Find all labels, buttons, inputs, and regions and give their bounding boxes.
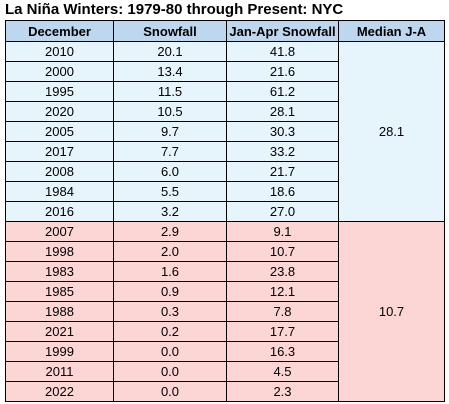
column-header-snowfall: Snowfall bbox=[113, 20, 227, 42]
table-row: 2017 7.7 33.2 bbox=[5, 141, 445, 162]
table-row: 2008 6.0 21.7 bbox=[5, 161, 445, 182]
year-cell: 1985 bbox=[5, 281, 114, 302]
jan-apr-snowfall-cell: 16.3 bbox=[226, 341, 339, 362]
snowfall-cell: 9.7 bbox=[113, 121, 227, 142]
year-cell: 2021 bbox=[5, 321, 114, 342]
snowfall-cell: 3.2 bbox=[113, 201, 227, 222]
jan-apr-snowfall-cell: 12.1 bbox=[226, 281, 339, 302]
year-cell: 2011 bbox=[5, 361, 114, 382]
snowfall-cell: 2.9 bbox=[113, 221, 227, 242]
table-row: 1999 0.0 16.3 bbox=[5, 341, 445, 362]
snowfall-cell: 7.7 bbox=[113, 141, 227, 162]
table-row: 1995 11.5 61.2 bbox=[5, 81, 445, 102]
snowfall-cell: 1.6 bbox=[113, 261, 227, 282]
year-cell: 1999 bbox=[5, 341, 114, 362]
jan-apr-snowfall-cell: 9.1 bbox=[226, 221, 339, 242]
table-row: 2021 0.2 17.7 bbox=[5, 321, 445, 342]
snowfall-cell: 0.0 bbox=[113, 361, 227, 382]
table-row: 2011 0.0 4.5 bbox=[5, 361, 445, 382]
jan-apr-snowfall-cell: 28.1 bbox=[226, 101, 339, 122]
jan-apr-snowfall-cell: 18.6 bbox=[226, 181, 339, 202]
table-header-row: December Snowfall Jan-Apr Snowfall Media… bbox=[5, 20, 445, 42]
snowfall-cell: 6.0 bbox=[113, 161, 227, 182]
table-row: 2010 20.1 41.8 28.1 bbox=[5, 41, 445, 222]
column-header-december: December bbox=[5, 20, 114, 42]
year-cell: 2007 bbox=[5, 221, 114, 242]
jan-apr-snowfall-cell: 23.8 bbox=[226, 261, 339, 282]
snowfall-cell: 2.0 bbox=[113, 241, 227, 262]
snowfall-table: December Snowfall Jan-Apr Snowfall Media… bbox=[5, 20, 445, 402]
table-row: 2007 2.9 9.1 10.7 bbox=[5, 221, 445, 402]
year-cell: 1998 bbox=[5, 241, 114, 262]
snowfall-cell: 0.0 bbox=[113, 381, 227, 402]
year-cell: 2010 bbox=[5, 41, 114, 62]
jan-apr-snowfall-cell: 4.5 bbox=[226, 361, 339, 382]
year-cell: 1995 bbox=[5, 81, 114, 102]
snowfall-cell: 5.5 bbox=[113, 181, 227, 202]
snowfall-cell: 11.5 bbox=[113, 81, 227, 102]
snowfall-cell: 0.0 bbox=[113, 341, 227, 362]
year-cell: 2020 bbox=[5, 101, 114, 122]
jan-apr-snowfall-cell: 61.2 bbox=[226, 81, 339, 102]
snowfall-cell: 20.1 bbox=[113, 41, 227, 62]
jan-apr-snowfall-cell: 17.7 bbox=[226, 321, 339, 342]
jan-apr-snowfall-cell: 41.8 bbox=[226, 41, 339, 62]
table-row: 2022 0.0 2.3 bbox=[5, 381, 445, 402]
jan-apr-snowfall-cell: 2.3 bbox=[226, 381, 339, 402]
column-header-jan-apr-snowfall: Jan-Apr Snowfall bbox=[226, 20, 339, 42]
year-cell: 2016 bbox=[5, 201, 114, 222]
table-row: 1984 5.5 18.6 bbox=[5, 181, 445, 202]
median-cell: 10.7 bbox=[338, 221, 445, 402]
year-cell: 2000 bbox=[5, 61, 114, 82]
year-cell: 2022 bbox=[5, 381, 114, 402]
table-row: 1983 1.6 23.8 bbox=[5, 261, 445, 282]
table-row: 2005 9.7 30.3 bbox=[5, 121, 445, 142]
page-title: La Niña Winters: 1979-80 through Present… bbox=[5, 1, 344, 18]
year-cell: 1983 bbox=[5, 261, 114, 282]
table-row: 1988 0.3 7.8 bbox=[5, 301, 445, 322]
table-row: 2016 3.2 27.0 bbox=[5, 201, 445, 222]
snowfall-cell: 0.2 bbox=[113, 321, 227, 342]
snowfall-cell: 0.3 bbox=[113, 301, 227, 322]
snowfall-cell: 0.9 bbox=[113, 281, 227, 302]
table-row: 2000 13.4 21.6 bbox=[5, 61, 445, 82]
jan-apr-snowfall-cell: 30.3 bbox=[226, 121, 339, 142]
column-header-median-j-a: Median J-A bbox=[338, 20, 445, 42]
year-cell: 2008 bbox=[5, 161, 114, 182]
jan-apr-snowfall-cell: 21.7 bbox=[226, 161, 339, 182]
table-row: 1985 0.9 12.1 bbox=[5, 281, 445, 302]
jan-apr-snowfall-cell: 7.8 bbox=[226, 301, 339, 322]
year-cell: 1988 bbox=[5, 301, 114, 322]
year-cell: 2017 bbox=[5, 141, 114, 162]
median-cell: 28.1 bbox=[338, 41, 445, 222]
jan-apr-snowfall-cell: 10.7 bbox=[226, 241, 339, 262]
jan-apr-snowfall-cell: 33.2 bbox=[226, 141, 339, 162]
jan-apr-snowfall-cell: 27.0 bbox=[226, 201, 339, 222]
jan-apr-snowfall-cell: 21.6 bbox=[226, 61, 339, 82]
snowfall-cell: 13.4 bbox=[113, 61, 227, 82]
table-row: 1998 2.0 10.7 bbox=[5, 241, 445, 262]
table-body: 2010 20.1 41.8 28.1 2000 13.4 21.6 1995 11.5 61.2… bbox=[5, 41, 445, 402]
snowfall-cell: 10.5 bbox=[113, 101, 227, 122]
year-cell: 2005 bbox=[5, 121, 114, 142]
year-cell: 1984 bbox=[5, 181, 114, 202]
